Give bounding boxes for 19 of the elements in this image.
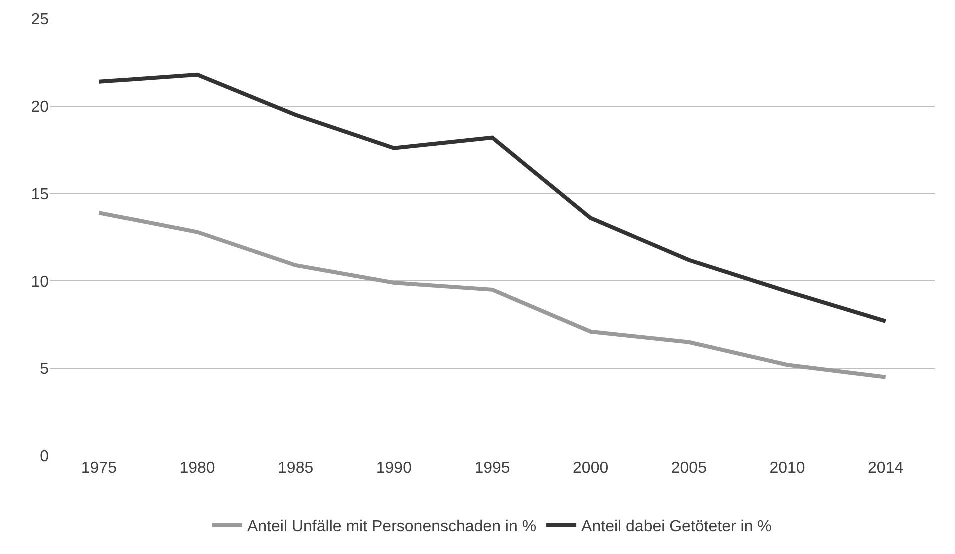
x-tick-label: 1985 (278, 460, 314, 477)
y-tick-label: 5 (40, 361, 50, 378)
y-tick-label: 15 (31, 186, 50, 204)
x-tick-label: 1995 (474, 460, 510, 477)
x-tick-label: 2005 (671, 460, 708, 477)
line-series (97, 211, 888, 380)
x-tick-label: 2014 (868, 460, 904, 477)
y-tick-label: 25 (31, 12, 50, 29)
x-tick-label: 1980 (180, 460, 216, 477)
x-tick-label: 2010 (770, 460, 806, 477)
y-tick-label: 20 (31, 99, 50, 116)
y-tick-label: 10 (31, 274, 50, 291)
x-tick-label: 1975 (81, 460, 118, 477)
legend-label: Anteil dabei Getöteter in % (582, 518, 772, 536)
x-tick-label: 1990 (376, 460, 412, 477)
line-series (97, 72, 888, 324)
y-tick-label: 0 (40, 448, 50, 466)
x-tick-label: 2000 (573, 460, 609, 477)
legend-label: Anteil Unfälle mit Personenschaden in % (248, 518, 537, 536)
